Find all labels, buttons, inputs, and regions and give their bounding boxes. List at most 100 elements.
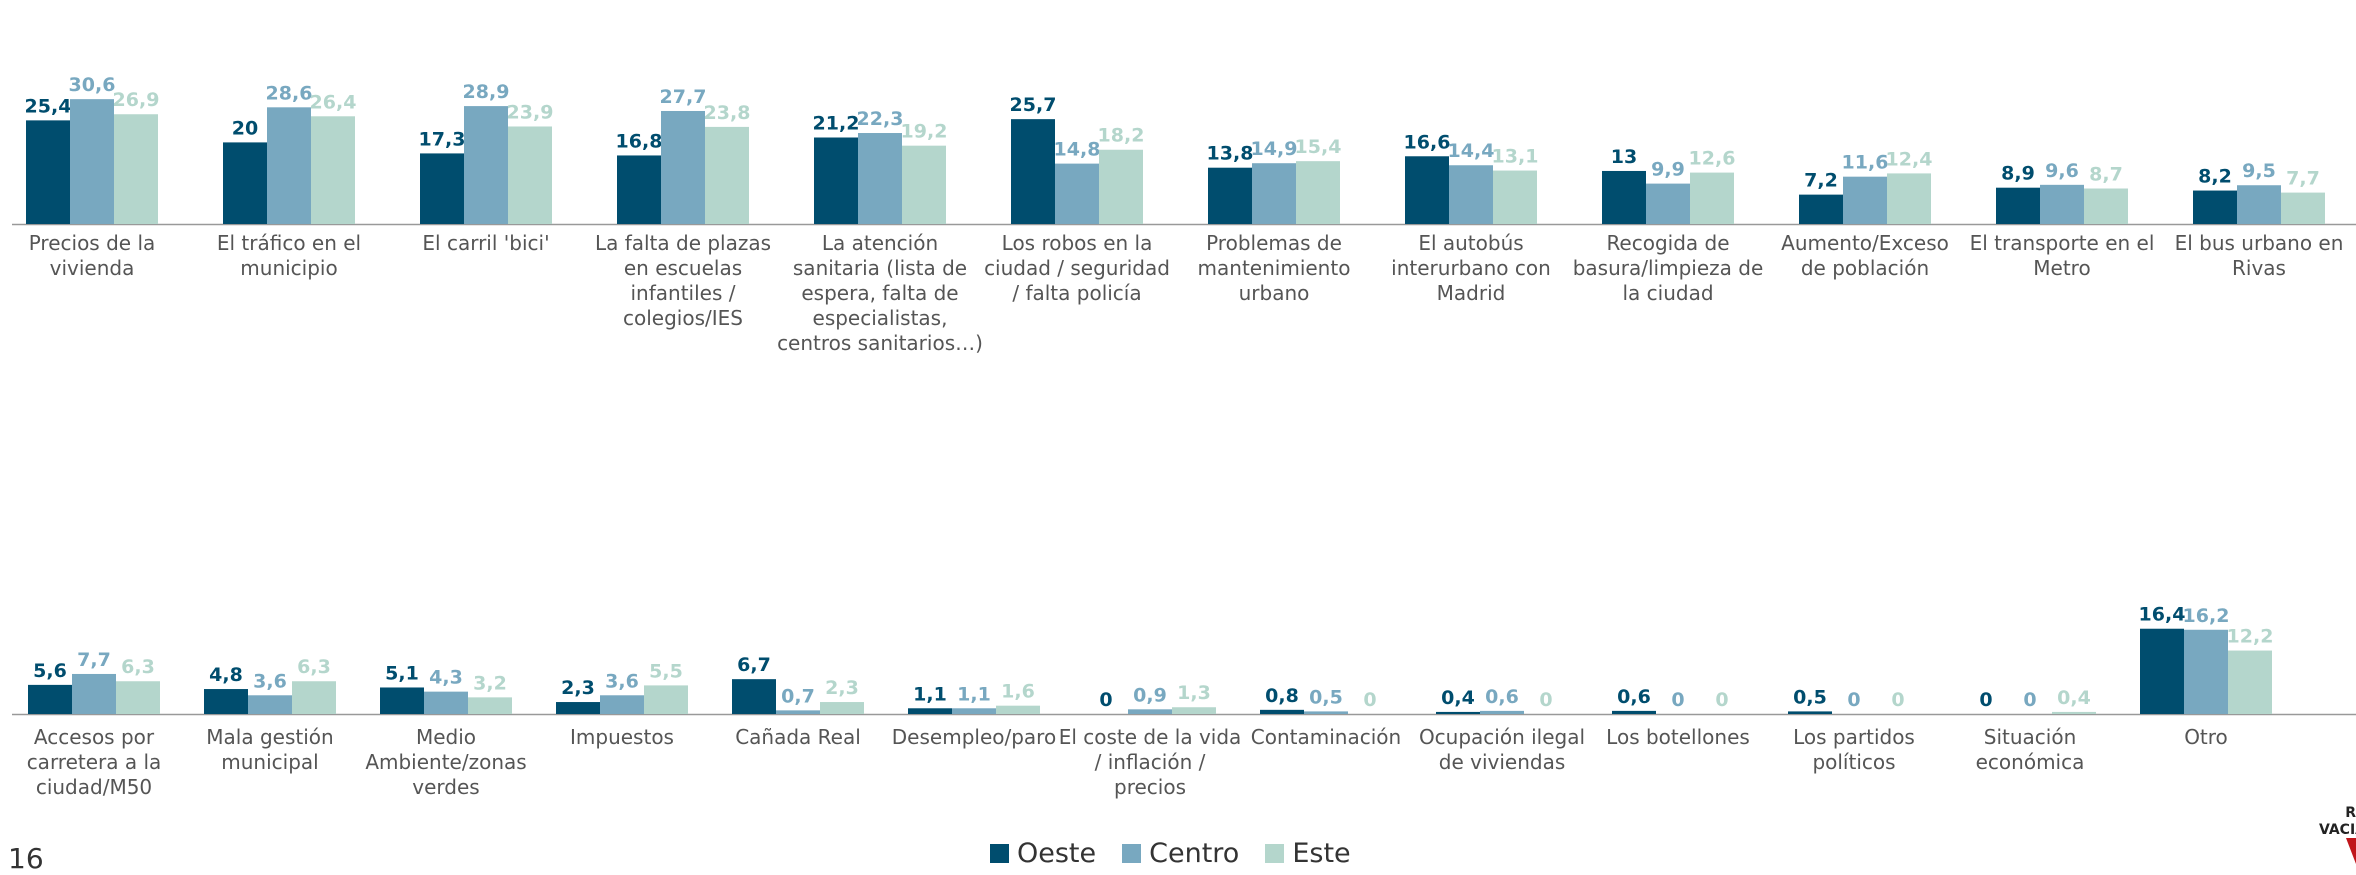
data-label-oeste: 5,1 bbox=[385, 662, 419, 684]
bar-oeste bbox=[2193, 190, 2237, 224]
bar-oeste bbox=[1996, 187, 2040, 224]
bar-centro bbox=[248, 695, 292, 714]
category-label-line: la ciudad bbox=[1622, 281, 1713, 305]
data-label-centro: 28,9 bbox=[463, 81, 510, 103]
data-label-este: 23,9 bbox=[507, 101, 554, 123]
bar-este bbox=[1172, 707, 1216, 714]
bar-este bbox=[2084, 188, 2128, 224]
bar-oeste bbox=[1260, 709, 1304, 714]
data-label-oeste: 0 bbox=[1099, 689, 1112, 711]
category-label-line: Precios de la bbox=[29, 231, 156, 255]
category-label: Impuestos bbox=[570, 725, 674, 749]
data-label-centro: 7,7 bbox=[77, 649, 111, 671]
bar-oeste bbox=[28, 684, 72, 714]
data-label-oeste: 0,4 bbox=[1441, 687, 1475, 709]
category-label-line: Accesos por bbox=[34, 725, 155, 749]
bar-oeste bbox=[380, 687, 424, 714]
data-label-este: 3,2 bbox=[473, 672, 507, 694]
data-label-este: 7,7 bbox=[2286, 168, 2320, 190]
bar-este bbox=[311, 116, 355, 224]
category-label-line: Los botellones bbox=[1606, 725, 1750, 749]
data-label-oeste: 8,2 bbox=[2198, 166, 2232, 188]
bar-centro bbox=[2184, 629, 2228, 714]
bar-centro bbox=[1646, 183, 1690, 224]
category-label-line: verdes bbox=[412, 775, 479, 799]
category-label: Los partidos políticos bbox=[1793, 725, 1915, 774]
data-label-centro: 14,9 bbox=[1251, 138, 1298, 160]
data-label-este: 12,4 bbox=[1886, 148, 1933, 170]
category-label-line: Ambiente/zonas bbox=[365, 750, 526, 774]
bar-oeste bbox=[1405, 156, 1449, 224]
category-label-line: carretera a la bbox=[27, 750, 162, 774]
data-label-centro: 0 bbox=[1671, 689, 1684, 711]
category-label: El transporte en el Metro bbox=[1970, 231, 2155, 280]
category-label: Ocupación ilegal de viviendas bbox=[1419, 725, 1585, 774]
category-label: Problemas de mantenimiento urbano bbox=[1198, 231, 1351, 305]
legend-swatch-oeste bbox=[990, 844, 1009, 863]
category-label-line: económica bbox=[1976, 750, 2085, 774]
bar-este bbox=[1887, 173, 1931, 224]
data-label-oeste: 0,8 bbox=[1265, 685, 1299, 707]
bar-este bbox=[902, 145, 946, 224]
data-label-este: 12,2 bbox=[2227, 626, 2274, 648]
category-label: Accesos por carretera a la ciudad/M50 bbox=[27, 725, 162, 799]
data-label-centro: 14,8 bbox=[1054, 139, 1101, 161]
data-label-centro: 27,7 bbox=[660, 86, 707, 108]
category-label-line: Problemas de bbox=[1206, 231, 1342, 255]
data-label-oeste: 0,5 bbox=[1793, 686, 1827, 708]
data-label-centro: 0,5 bbox=[1309, 686, 1343, 708]
category-label-line: El transporte en el bbox=[1970, 231, 2155, 255]
category-label: Aumento/Exceso de población bbox=[1781, 231, 1949, 280]
category-label-line: espera, falta de bbox=[801, 281, 958, 305]
bar-oeste bbox=[1011, 119, 1055, 224]
category-label-line: municipal bbox=[221, 750, 318, 774]
data-label-este: 6,3 bbox=[121, 656, 155, 678]
data-label-este: 26,9 bbox=[113, 89, 160, 111]
category-label-line: vivienda bbox=[50, 256, 135, 280]
category-label-line: infantiles / bbox=[631, 281, 736, 305]
category-label-line: de población bbox=[1801, 256, 1929, 280]
data-label-centro: 0,9 bbox=[1133, 684, 1167, 706]
data-label-este: 23,8 bbox=[704, 102, 751, 124]
data-label-este: 2,3 bbox=[825, 677, 859, 699]
data-label-oeste: 1,1 bbox=[913, 683, 947, 705]
category-label: Medio Ambiente/zonas verdes bbox=[365, 725, 526, 799]
bar-centro bbox=[1449, 165, 1493, 224]
bar-centro bbox=[72, 673, 116, 714]
category-label-line: Metro bbox=[2033, 256, 2090, 280]
category-label: El autobús interurbano con Madrid bbox=[1391, 231, 1551, 305]
category-label-line: Ocupación ilegal bbox=[1419, 725, 1585, 749]
bar-este bbox=[1493, 170, 1537, 224]
data-label-centro: 0,7 bbox=[781, 685, 815, 707]
category-label-line: Mala gestión bbox=[206, 725, 333, 749]
category-label: Cañada Real bbox=[735, 725, 861, 749]
category-label: Los botellones bbox=[1606, 725, 1750, 749]
category-label-line: Rivas bbox=[2232, 256, 2286, 280]
data-label-centro: 9,5 bbox=[2242, 160, 2276, 182]
bar-este bbox=[114, 114, 158, 224]
bar-oeste bbox=[1602, 170, 1646, 224]
bar-centro bbox=[1843, 176, 1887, 224]
data-label-este: 0,4 bbox=[2057, 687, 2091, 709]
bar-oeste bbox=[617, 155, 661, 224]
legend-swatch-este bbox=[1265, 844, 1285, 863]
bar-centro bbox=[1480, 710, 1524, 714]
category-label-line: Otro bbox=[2184, 725, 2228, 749]
bottom-chart: 5,6 7,7 6,3 Accesos por carretera a la ciudad… bbox=[12, 604, 2356, 799]
bar-este bbox=[1296, 161, 1340, 224]
data-label-oeste: 13,8 bbox=[1207, 143, 1254, 165]
bar-oeste bbox=[1788, 711, 1832, 714]
data-label-centro: 28,6 bbox=[266, 82, 313, 104]
data-label-centro: 30,6 bbox=[69, 74, 116, 96]
bar-centro bbox=[267, 107, 311, 224]
data-label-centro: 22,3 bbox=[857, 108, 904, 130]
category-label: El coste de la vida / inflación / precios bbox=[1059, 725, 1242, 799]
data-label-oeste: 0 bbox=[1979, 689, 1992, 711]
data-label-centro: 16,2 bbox=[2183, 605, 2230, 627]
data-label-centro: 0,6 bbox=[1485, 686, 1519, 708]
bar-este bbox=[2228, 650, 2272, 714]
page-number: 16 bbox=[8, 842, 44, 875]
category-label: El tráfico en el municipio bbox=[217, 231, 361, 280]
category-label-line: / inflación / bbox=[1095, 750, 1206, 774]
